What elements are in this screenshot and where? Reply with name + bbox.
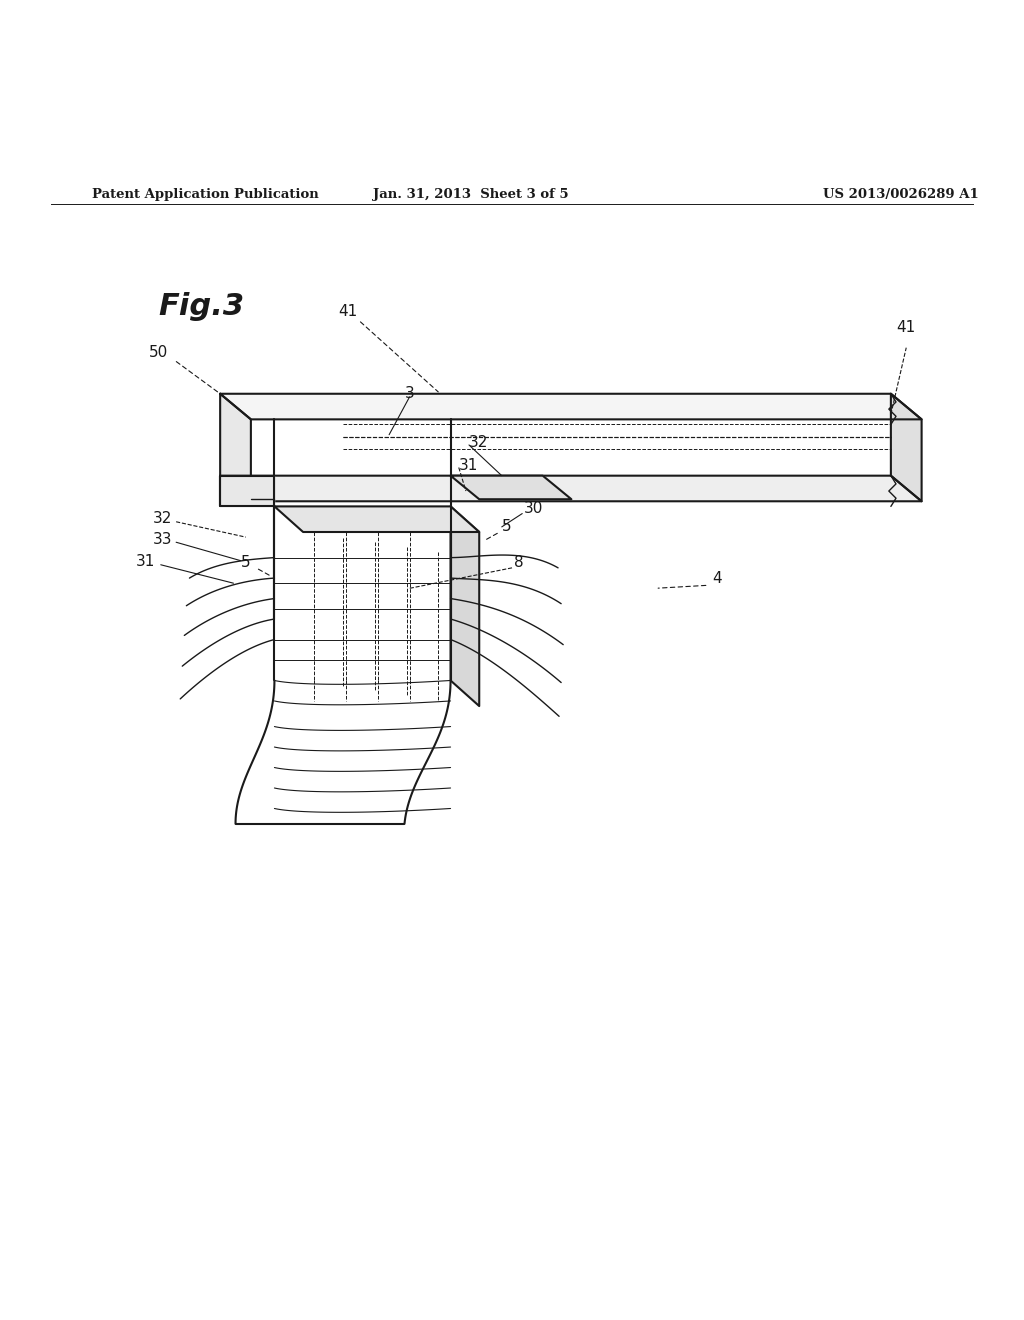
Text: 41: 41 — [896, 319, 915, 335]
Polygon shape — [220, 475, 922, 502]
Text: 30: 30 — [524, 502, 544, 516]
Text: 31: 31 — [459, 458, 478, 473]
Text: 5: 5 — [241, 556, 251, 570]
Text: 32: 32 — [153, 511, 172, 527]
Polygon shape — [220, 475, 274, 507]
Polygon shape — [891, 393, 922, 502]
Text: 33: 33 — [153, 532, 172, 546]
Text: 50: 50 — [150, 346, 168, 360]
Text: US 2013/0026289 A1: US 2013/0026289 A1 — [823, 187, 979, 201]
Text: 4: 4 — [712, 570, 722, 586]
Text: 32: 32 — [469, 436, 488, 450]
Polygon shape — [220, 393, 251, 502]
Text: 31: 31 — [136, 554, 156, 569]
Text: Jan. 31, 2013  Sheet 3 of 5: Jan. 31, 2013 Sheet 3 of 5 — [373, 187, 569, 201]
Polygon shape — [451, 507, 479, 706]
Polygon shape — [220, 393, 922, 420]
Polygon shape — [451, 475, 571, 499]
Text: 3: 3 — [404, 387, 415, 401]
Polygon shape — [274, 507, 479, 532]
Text: Fig.3: Fig.3 — [159, 292, 245, 321]
Text: 8: 8 — [514, 556, 523, 570]
Text: 5: 5 — [502, 519, 511, 535]
Text: Patent Application Publication: Patent Application Publication — [92, 187, 318, 201]
Text: 41: 41 — [339, 305, 357, 319]
